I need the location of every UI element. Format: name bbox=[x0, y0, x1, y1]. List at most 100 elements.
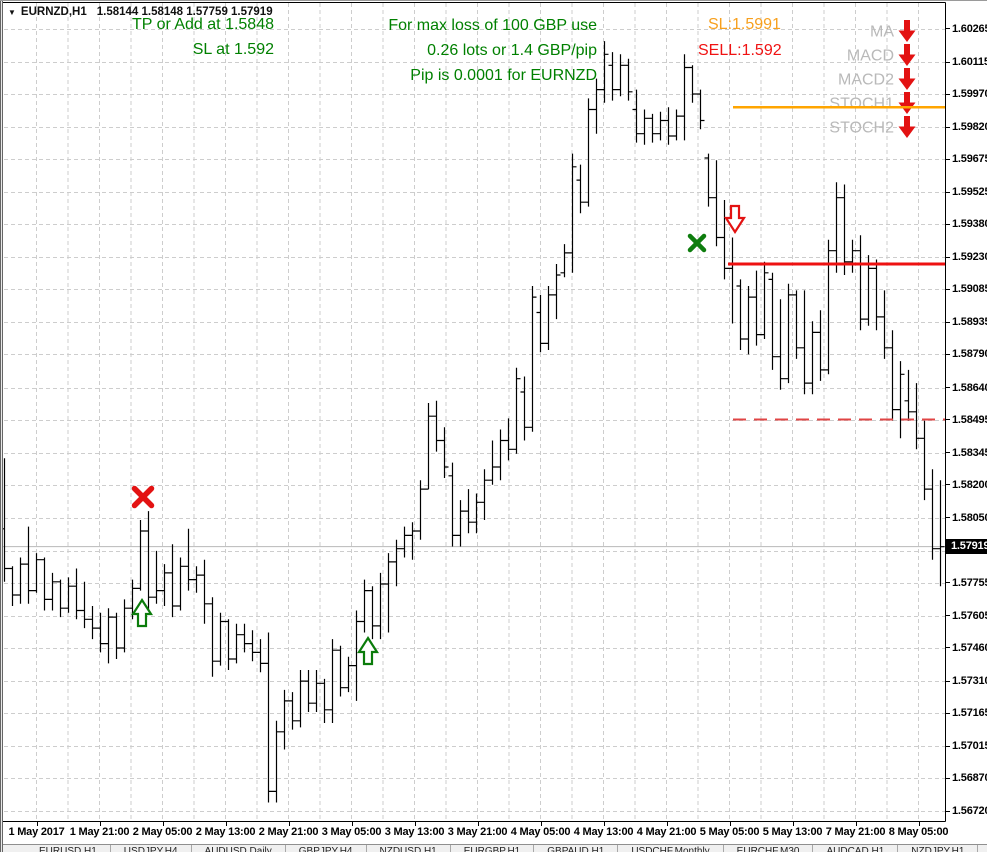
price-tick-label: 1.58640 bbox=[946, 381, 987, 394]
chart-tab-eurusd[interactable]: EURUSD,H1 bbox=[26, 845, 111, 852]
price-tick-mark bbox=[946, 647, 950, 649]
ohlc-quote-values: 1.58144 1.58148 1.57759 1.57919 bbox=[96, 6, 273, 18]
red-down-arrow-icon bbox=[898, 20, 916, 42]
time-tick-mark bbox=[414, 822, 416, 826]
price-tick-label: 1.57310 bbox=[946, 675, 987, 688]
red-down-arrow-icon bbox=[898, 68, 916, 90]
time-tick-mark bbox=[603, 822, 605, 826]
chart-tab-audusd[interactable]: AUDUSD,Daily bbox=[192, 845, 286, 852]
price-tick-mark bbox=[946, 387, 950, 389]
time-tick-mark bbox=[351, 822, 353, 826]
cross-stroke bbox=[131, 485, 155, 509]
price-tick-mark bbox=[946, 256, 950, 258]
time-tick-mark bbox=[477, 822, 479, 826]
profit-cross-marker bbox=[687, 233, 707, 253]
risk-line-3: Pip is 0.0001 for EURNZD bbox=[410, 67, 597, 84]
chart-title-bar: ▼ EURNZD,H1 1.58144 1.58148 1.57759 1.57… bbox=[8, 6, 273, 18]
price-tick-mark bbox=[946, 745, 950, 747]
price-tick-mark bbox=[946, 93, 950, 95]
price-tick-mark bbox=[946, 615, 950, 617]
window-top-frame bbox=[0, 0, 987, 1]
chart-tab-nzdusd[interactable]: NZDUSD,H1 bbox=[367, 845, 451, 852]
price-tick-label: 1.59380 bbox=[946, 218, 987, 231]
chart-tab-gbpjpy[interactable]: GBPJPY,H4 bbox=[286, 845, 367, 852]
chart-dropdown-icon[interactable]: ▼ bbox=[8, 7, 16, 17]
price-tick-mark bbox=[946, 582, 950, 584]
grid-lines bbox=[4, 3, 946, 821]
price-tick-label: 1.58790 bbox=[946, 348, 987, 361]
tab-strip-divider bbox=[0, 844, 987, 845]
indicator-label-macd: MACD bbox=[847, 48, 894, 65]
time-tick-label: 5 May 05:00 bbox=[699, 826, 760, 838]
time-axis[interactable]: 1 May 2017 1 May 21:00 2 May 05:00 2 May 13… bbox=[0, 822, 948, 844]
price-tick-mark bbox=[946, 223, 950, 225]
chart-tab-gbpaud[interactable]: GBPAUD,H1 bbox=[534, 845, 619, 852]
time-tick-mark bbox=[99, 822, 101, 826]
price-tick-label: 1.57165 bbox=[946, 707, 987, 720]
time-tick-label: 3 May 21:00 bbox=[447, 826, 508, 838]
time-tick-mark bbox=[918, 822, 920, 826]
price-tick-mark bbox=[946, 191, 950, 193]
price-tick-mark bbox=[946, 810, 950, 812]
time-tick-mark bbox=[162, 822, 164, 826]
time-tick-label: 2 May 21:00 bbox=[258, 826, 319, 838]
indicator-label-ma: MA bbox=[870, 24, 894, 41]
time-tick-mark bbox=[225, 822, 227, 826]
ohlc-bars[interactable] bbox=[0, 41, 945, 803]
time-tick-mark bbox=[792, 822, 794, 826]
time-tick-label: 7 May 21:00 bbox=[825, 826, 886, 838]
time-tick-label: 1 May 2017 bbox=[8, 826, 65, 838]
price-tick-label: 1.59525 bbox=[946, 186, 987, 199]
chart-tab-eurgbp[interactable]: EURGBP,H1 bbox=[451, 845, 535, 852]
price-tick-label: 1.59970 bbox=[946, 88, 987, 101]
tp-annotation-block: TP or Add at 1.5848 SL at 1.592 bbox=[112, 13, 274, 62]
price-axis[interactable]: 1.57919 1.60265 1.60115 1.59970 1.59820 1.59… bbox=[946, 0, 987, 822]
time-tick-label: 1 May 21:00 bbox=[69, 826, 130, 838]
red-down-arrow-icon bbox=[898, 44, 916, 66]
time-tick-label: 5 May 13:00 bbox=[762, 826, 823, 838]
time-tick-mark bbox=[36, 822, 38, 826]
time-tick-mark bbox=[666, 822, 668, 826]
risk-line-2: 0.26 lots or 1.4 GBP/pip bbox=[427, 42, 597, 59]
chart-tab-nzdjpy[interactable]: NZDJPY,H1 bbox=[898, 845, 979, 852]
price-tick-mark bbox=[946, 680, 950, 682]
time-tick-mark bbox=[729, 822, 731, 826]
price-tick-label: 1.59230 bbox=[946, 251, 987, 264]
price-tick-label: 1.57755 bbox=[946, 576, 987, 589]
price-tick-label: 1.59820 bbox=[946, 121, 987, 134]
price-tick-mark bbox=[946, 712, 950, 714]
current-price-box: 1.57919 bbox=[946, 539, 987, 555]
price-tick-mark bbox=[946, 419, 950, 421]
cross-stroke bbox=[687, 233, 707, 253]
chart-tab-eurchf[interactable]: EURCHF,M30 bbox=[724, 845, 814, 852]
red-down-arrow-icon bbox=[898, 92, 916, 114]
price-tick-mark bbox=[946, 158, 950, 160]
sl-level-label: SL:1.5991 bbox=[708, 16, 781, 33]
indicator-label-macd2: MACD2 bbox=[838, 72, 894, 89]
price-tick-label: 1.57460 bbox=[946, 641, 987, 654]
price-tick-label: 1.58050 bbox=[946, 511, 987, 524]
price-tick-mark bbox=[946, 353, 950, 355]
chart-tab-usdchf[interactable]: USDCHF,Monthly bbox=[618, 845, 724, 852]
buy-arrow-marker bbox=[130, 597, 154, 628]
red-down-arrow-icon bbox=[898, 116, 916, 138]
price-tick-label: 1.60115 bbox=[946, 56, 987, 69]
price-tick-mark bbox=[946, 126, 950, 128]
risk-line-1: For max loss of 100 GBP use bbox=[388, 17, 597, 34]
sell-level-label: SELL:1.592 bbox=[698, 42, 782, 59]
price-tick-mark bbox=[946, 321, 950, 323]
price-tick-mark bbox=[946, 777, 950, 779]
sell-arrow-marker bbox=[723, 204, 747, 235]
price-tick-label: 1.58345 bbox=[946, 446, 987, 459]
chart-plot-area[interactable]: MA MACD MACD2 STOCH1 STOCH2 bbox=[0, 0, 946, 822]
buy-arrow-marker-2 bbox=[356, 635, 380, 666]
tp-annotation-text: TP or Add at 1.5848 bbox=[131, 16, 274, 33]
chart-tab-audcad[interactable]: AUDCAD,H1 bbox=[813, 845, 899, 852]
price-tick-mark bbox=[946, 452, 950, 454]
chart-tab-usdjpy[interactable]: USDJPY,H4 bbox=[111, 845, 192, 852]
time-tick-label: 4 May 21:00 bbox=[636, 826, 697, 838]
time-tick-label: 4 May 13:00 bbox=[573, 826, 634, 838]
price-tick-label: 1.57605 bbox=[946, 609, 987, 622]
time-tick-label: 3 May 05:00 bbox=[321, 826, 382, 838]
